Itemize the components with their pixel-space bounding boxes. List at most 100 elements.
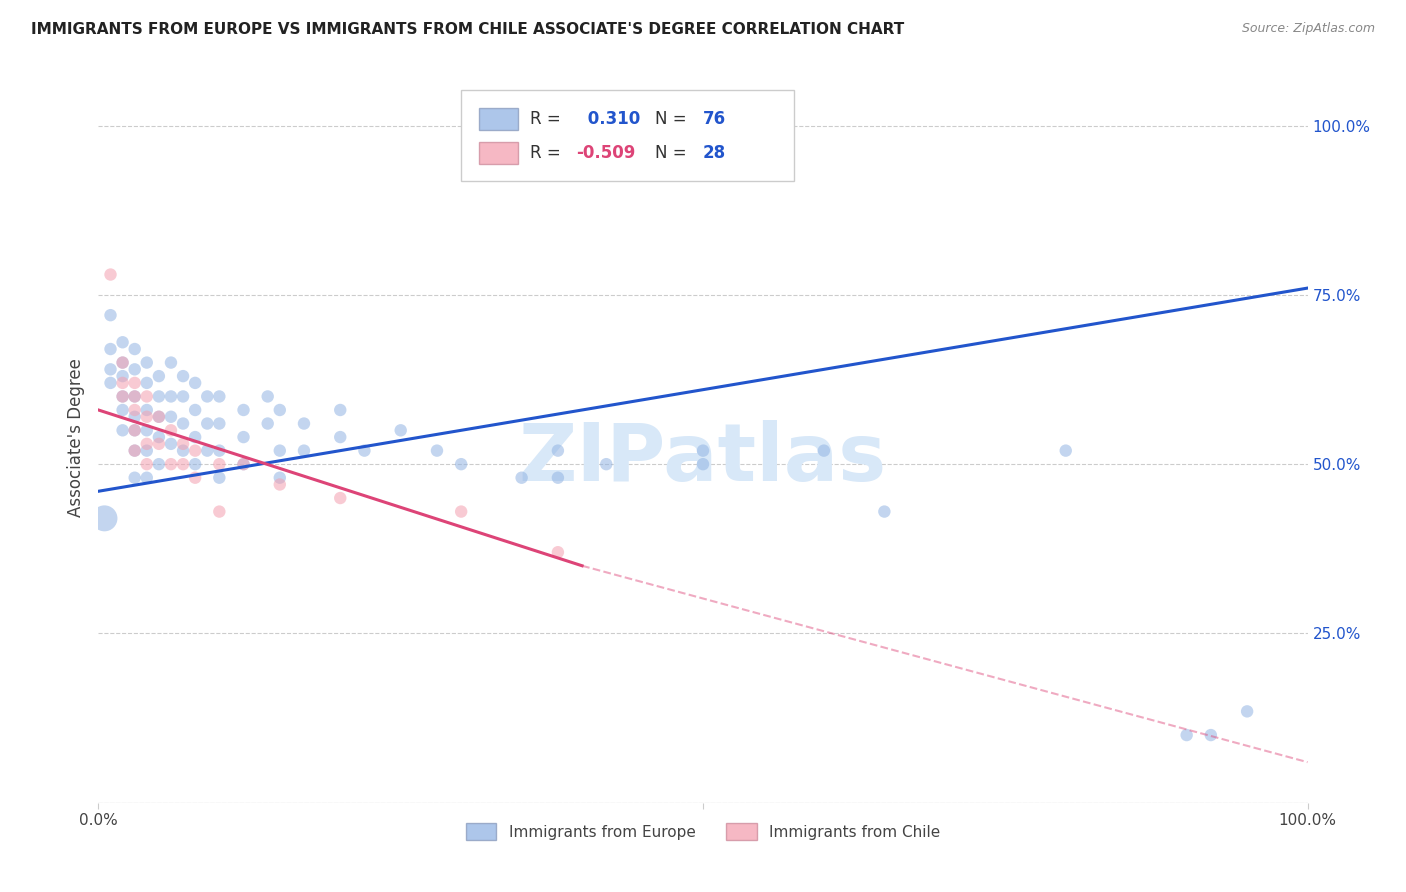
Point (269, 477, 291, 491)
Text: IMMIGRANTS FROM EUROPE VS IMMIGRANTS FROM CHILE ASSOCIATE'S DEGREE CORRELATION C: IMMIGRANTS FROM EUROPE VS IMMIGRANTS FRO… (31, 22, 904, 37)
Text: N =: N = (655, 110, 686, 128)
Point (111, 389, 134, 403)
Point (172, 437, 194, 451)
Point (269, 443, 291, 458)
Point (208, 471, 231, 485)
Point (184, 443, 207, 458)
Point (111, 376, 134, 390)
Point (1236, 705, 1258, 719)
Point (184, 471, 207, 485)
Point (329, 403, 352, 417)
Point (184, 430, 207, 444)
Point (124, 376, 146, 390)
Point (111, 355, 134, 369)
Point (329, 491, 352, 505)
Point (692, 457, 714, 471)
Point (135, 423, 157, 437)
Point (172, 443, 194, 458)
Point (124, 389, 146, 403)
Y-axis label: Associate's Degree: Associate's Degree (66, 358, 84, 516)
Point (195, 417, 218, 431)
Point (93, 511, 115, 525)
Point (124, 443, 146, 458)
Legend: Immigrants from Europe, Immigrants from Chile: Immigrants from Europe, Immigrants from … (460, 816, 946, 847)
Point (111, 369, 134, 384)
Point (256, 389, 278, 403)
Point (124, 423, 146, 437)
Point (269, 403, 291, 417)
Point (148, 457, 170, 471)
Text: 28: 28 (703, 144, 725, 161)
FancyBboxPatch shape (461, 90, 793, 181)
Point (135, 355, 157, 369)
Point (450, 505, 472, 519)
Point (111, 335, 134, 350)
Point (100, 342, 122, 356)
Point (547, 443, 569, 458)
Point (100, 308, 122, 322)
Point (111, 423, 134, 437)
Text: -0.509: -0.509 (576, 144, 636, 161)
Point (172, 369, 194, 384)
Point (813, 443, 835, 458)
Point (547, 545, 569, 559)
Point (510, 471, 533, 485)
Point (1175, 728, 1198, 742)
Point (100, 268, 122, 282)
Text: Source: ZipAtlas.com: Source: ZipAtlas.com (1241, 22, 1375, 36)
Text: N =: N = (655, 144, 686, 161)
Point (232, 403, 254, 417)
Text: 76: 76 (703, 110, 725, 128)
Bar (479, 108, 517, 130)
Point (389, 423, 412, 437)
Point (595, 457, 617, 471)
Point (160, 409, 183, 424)
Point (124, 342, 146, 356)
Point (124, 423, 146, 437)
Point (148, 409, 170, 424)
Point (547, 471, 569, 485)
Point (160, 423, 183, 437)
Point (873, 505, 896, 519)
Point (124, 443, 146, 458)
Point (1054, 443, 1077, 458)
Point (135, 443, 157, 458)
Point (208, 417, 231, 431)
Bar (479, 142, 517, 163)
Point (124, 403, 146, 417)
Point (232, 430, 254, 444)
Point (1199, 728, 1222, 742)
Point (232, 457, 254, 471)
Point (148, 369, 170, 384)
Text: ZIPatlas: ZIPatlas (519, 420, 887, 498)
Point (195, 443, 218, 458)
Point (329, 430, 352, 444)
Point (208, 505, 231, 519)
Point (256, 417, 278, 431)
Point (184, 457, 207, 471)
Point (208, 389, 231, 403)
Point (148, 430, 170, 444)
Point (124, 471, 146, 485)
Point (692, 443, 714, 458)
Point (148, 409, 170, 424)
Point (148, 389, 170, 403)
Point (232, 457, 254, 471)
Point (111, 403, 134, 417)
Point (135, 389, 157, 403)
Point (148, 437, 170, 451)
Point (172, 417, 194, 431)
Point (195, 389, 218, 403)
Point (172, 389, 194, 403)
Point (184, 403, 207, 417)
Point (124, 389, 146, 403)
Point (353, 443, 375, 458)
Point (135, 409, 157, 424)
Point (292, 443, 315, 458)
Text: R =: R = (530, 110, 561, 128)
Point (135, 471, 157, 485)
Point (208, 457, 231, 471)
Point (172, 457, 194, 471)
Point (160, 437, 183, 451)
Point (100, 376, 122, 390)
